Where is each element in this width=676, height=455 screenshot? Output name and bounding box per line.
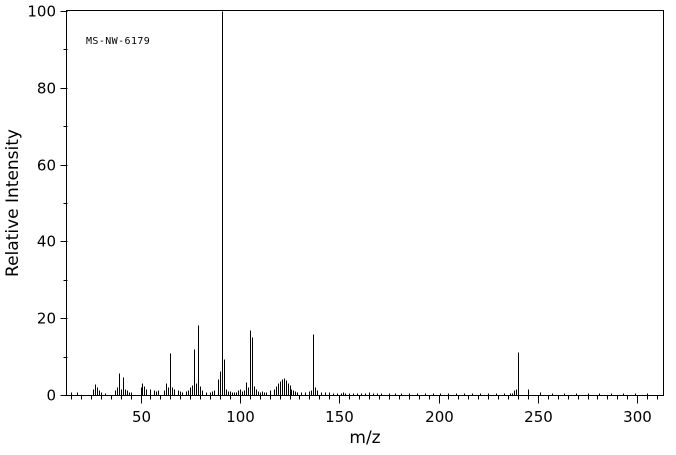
spectrum-id-label: MS-NW-6179: [86, 36, 150, 47]
x-tick-label: 300: [623, 408, 652, 426]
y-tick-label: 20: [37, 310, 56, 328]
x-tick-label: 250: [524, 408, 553, 426]
x-axis-ticks: [71, 395, 658, 404]
x-tick-label: 150: [325, 408, 354, 426]
y-axis-tick-labels: 0 20 40 60 80 100: [27, 3, 56, 405]
plot-frame: [66, 10, 664, 396]
y-tick-label: 40: [37, 233, 56, 251]
y-tick-label: 0: [46, 387, 56, 405]
y-axis-ticks: [60, 11, 68, 396]
y-tick-label: 60: [37, 157, 56, 175]
y-tick-label: 80: [37, 80, 56, 98]
spectrum-peaks: [67, 11, 663, 396]
x-axis-title: m/z: [349, 428, 380, 448]
y-tick-label: 100: [27, 3, 56, 21]
y-axis-title: Relative Intensity: [3, 129, 23, 277]
x-axis-tick-labels: 50 100 150 200 250 300: [132, 408, 652, 426]
x-tick-label: 50: [132, 408, 151, 426]
x-tick-label: 200: [425, 408, 454, 426]
x-tick-label: 100: [226, 408, 255, 426]
